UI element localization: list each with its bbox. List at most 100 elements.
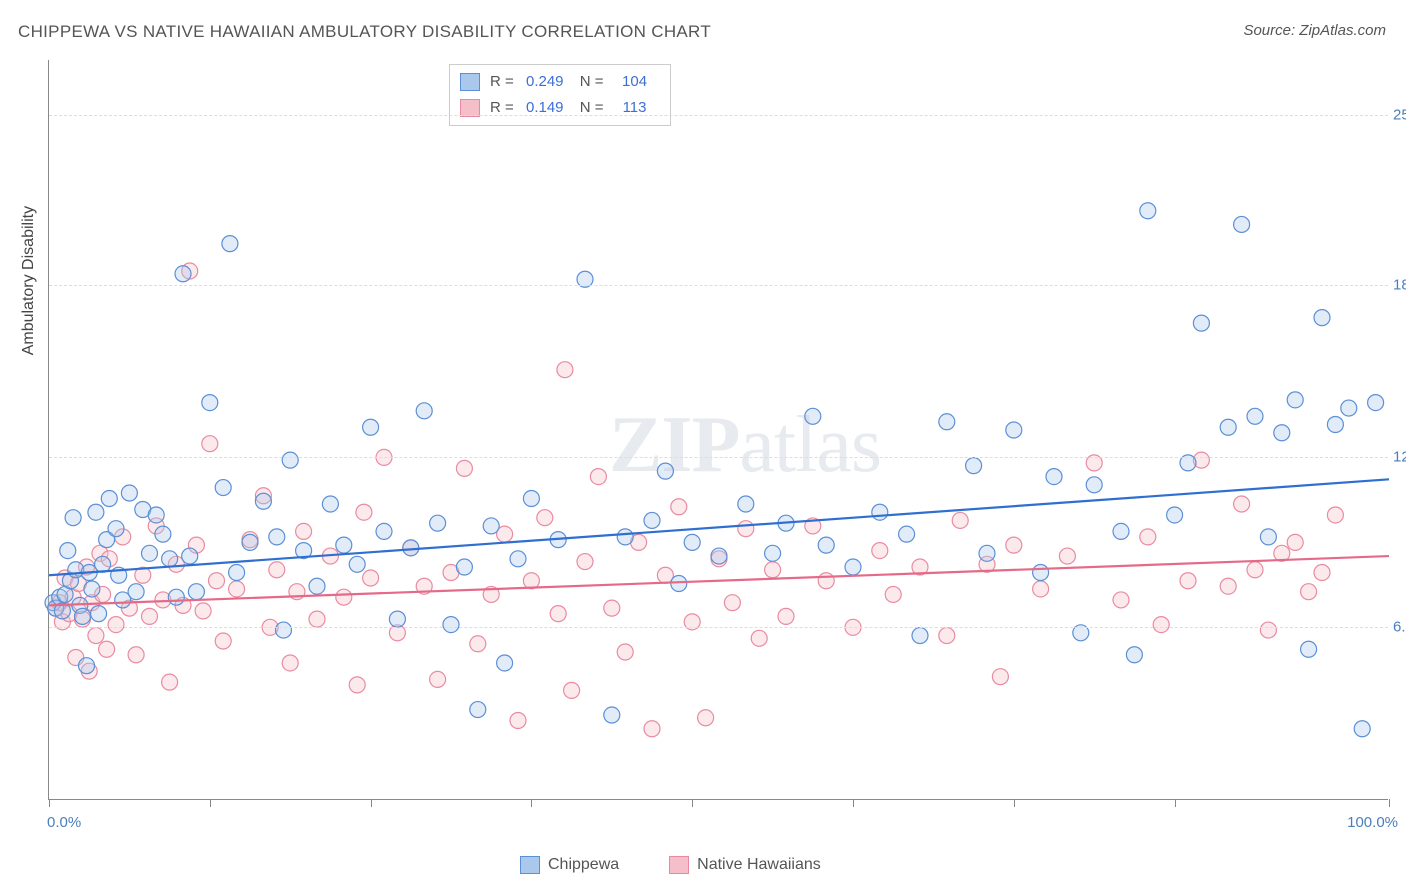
scatter-point	[1314, 310, 1330, 326]
scatter-point	[195, 603, 211, 619]
y-tick-label: 18.8%	[1393, 276, 1406, 293]
scatter-point	[1301, 641, 1317, 657]
scatter-point	[1327, 507, 1343, 523]
scatter-point	[1180, 573, 1196, 589]
scatter-point	[952, 512, 968, 528]
scatter-point	[215, 480, 231, 496]
scatter-point	[912, 628, 928, 644]
scatter-point	[497, 655, 513, 671]
scatter-point	[202, 395, 218, 411]
scatter-point	[1354, 721, 1370, 737]
scatter-point	[751, 630, 767, 646]
scatter-point	[1287, 534, 1303, 550]
bottom-legend: Chippewa Native Hawaiians	[520, 856, 821, 874]
x-tick	[1014, 799, 1015, 807]
scatter-point	[979, 545, 995, 561]
y-tick-label: 6.3%	[1393, 619, 1406, 636]
x-tick	[371, 799, 372, 807]
n-value-chippewa: 104	[610, 69, 660, 95]
scatter-point	[202, 436, 218, 452]
swatch-chippewa	[460, 73, 480, 91]
scatter-point	[966, 458, 982, 474]
scatter-point	[148, 507, 164, 523]
scatter-point	[209, 573, 225, 589]
scatter-point	[322, 496, 338, 512]
scatter-point	[1033, 565, 1049, 581]
scatter-point	[282, 452, 298, 468]
scatter-point	[269, 529, 285, 545]
scatter-point	[108, 617, 124, 633]
scatter-point	[537, 510, 553, 526]
scatter-point	[1220, 578, 1236, 594]
scatter-point	[88, 504, 104, 520]
stats-legend-box: R = 0.249 N = 104 R = 0.149 N = 113	[449, 64, 671, 126]
scatter-point	[1287, 392, 1303, 408]
x-tick	[1389, 799, 1390, 807]
gridline	[49, 115, 1388, 116]
scatter-point	[805, 408, 821, 424]
scatter-point	[1006, 537, 1022, 553]
scatter-point	[818, 573, 834, 589]
scatter-point	[992, 669, 1008, 685]
scatter-point	[818, 537, 834, 553]
scatter-point	[604, 707, 620, 723]
scatter-point	[168, 589, 184, 605]
scatter-point	[309, 578, 325, 594]
scatter-point	[1153, 617, 1169, 633]
r-value-chippewa: 0.249	[520, 69, 570, 95]
scatter-point	[590, 469, 606, 485]
scatter-point	[698, 710, 714, 726]
scatter-point	[456, 460, 472, 476]
y-axis-title: Ambulatory Disability	[20, 206, 38, 355]
scatter-point	[363, 570, 379, 586]
n-value-hawaiian: 113	[610, 95, 660, 121]
scatter-point	[175, 266, 191, 282]
scatter-point	[657, 463, 673, 479]
scatter-point	[1247, 408, 1263, 424]
scatter-point	[872, 504, 888, 520]
r-label: R =	[490, 95, 514, 121]
scatter-point	[101, 491, 117, 507]
x-tick	[853, 799, 854, 807]
scatter-point	[939, 414, 955, 430]
scatter-point	[470, 702, 486, 718]
x-axis-start-label: 0.0%	[47, 814, 81, 831]
scatter-point	[162, 551, 178, 567]
n-label: N =	[580, 69, 604, 95]
scatter-point	[644, 512, 660, 528]
scatter-point	[872, 543, 888, 559]
scatter-point	[128, 647, 144, 663]
scatter-point	[229, 565, 245, 581]
scatter-point	[108, 521, 124, 537]
scatter-point	[349, 677, 365, 693]
n-label: N =	[580, 95, 604, 121]
scatter-point	[604, 600, 620, 616]
scatter-point	[510, 713, 526, 729]
scatter-point	[162, 674, 178, 690]
stats-row-hawaiian: R = 0.149 N = 113	[460, 95, 660, 121]
scatter-point	[1140, 529, 1156, 545]
scatter-point	[276, 622, 292, 638]
scatter-point	[523, 491, 539, 507]
scatter-point	[142, 545, 158, 561]
plot-area: ZIPatlas R = 0.249 N = 104 R = 0.149 N =…	[48, 60, 1388, 800]
legend-item-chippewa: Chippewa	[520, 856, 619, 874]
scatter-point	[155, 526, 171, 542]
scatter-point	[1086, 477, 1102, 493]
scatter-point	[456, 559, 472, 575]
scatter-point	[1126, 647, 1142, 663]
scatter-point	[416, 403, 432, 419]
legend-label-chippewa: Chippewa	[548, 856, 619, 874]
scatter-point	[738, 521, 754, 537]
chart-title: CHIPPEWA VS NATIVE HAWAIIAN AMBULATORY D…	[18, 22, 711, 42]
scatter-point	[309, 611, 325, 627]
scatter-point	[336, 537, 352, 553]
scatter-point	[1341, 400, 1357, 416]
scatter-point	[510, 551, 526, 567]
scatter-point	[349, 556, 365, 572]
scatter-point	[356, 504, 372, 520]
scatter-point	[1327, 417, 1343, 433]
scatter-point	[121, 485, 137, 501]
scatter-point	[765, 545, 781, 561]
scatter-point	[564, 682, 580, 698]
